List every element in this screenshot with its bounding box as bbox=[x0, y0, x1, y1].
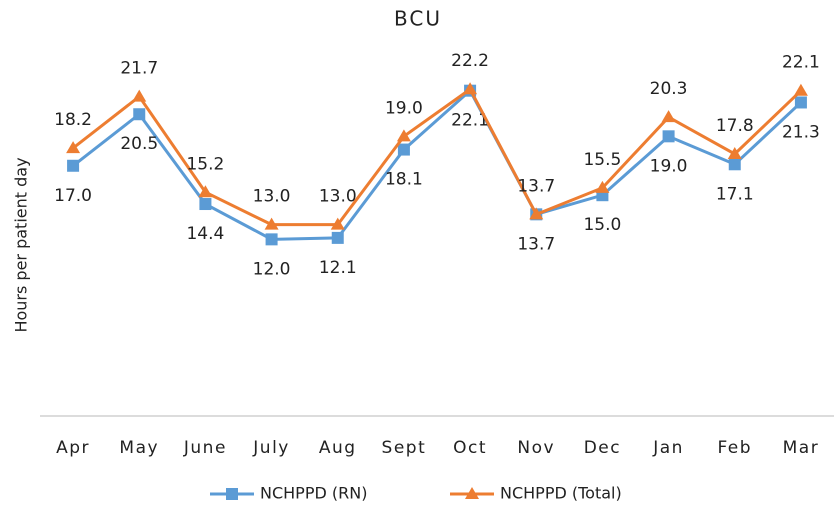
data-label: 13.0 bbox=[253, 187, 291, 207]
data-label: 13.0 bbox=[319, 187, 357, 207]
x-tick-label: Mar bbox=[783, 438, 820, 458]
y-axis-label: Hours per patient day bbox=[12, 157, 31, 332]
data-label: 20.5 bbox=[120, 134, 158, 154]
series-line bbox=[72, 88, 802, 241]
data-point bbox=[133, 108, 146, 121]
data-point bbox=[662, 130, 675, 143]
data-point bbox=[396, 129, 411, 142]
data-label: 17.1 bbox=[716, 184, 754, 204]
data-point bbox=[793, 83, 808, 96]
data-point bbox=[264, 217, 279, 230]
data-point bbox=[727, 146, 742, 159]
data-label: 17.0 bbox=[54, 186, 92, 206]
data-point bbox=[330, 217, 345, 230]
x-tick-label: Apr bbox=[56, 438, 90, 458]
series-line bbox=[72, 87, 802, 227]
data-label: 22.2 bbox=[451, 51, 489, 71]
data-point bbox=[198, 185, 213, 198]
data-label: 12.0 bbox=[253, 259, 291, 279]
x-tick-label: Dec bbox=[584, 438, 621, 458]
legend-marker bbox=[465, 487, 479, 499]
x-tick-label: May bbox=[119, 438, 159, 458]
data-label: 13.7 bbox=[517, 176, 555, 196]
data-label: 15.5 bbox=[583, 150, 621, 170]
data-point bbox=[397, 143, 410, 156]
x-tick-label: Oct bbox=[453, 438, 487, 458]
data-point bbox=[595, 180, 610, 193]
x-tick-label: June bbox=[183, 438, 227, 458]
data-point bbox=[728, 158, 741, 171]
x-tick-label: Nov bbox=[517, 438, 555, 458]
data-label: 18.2 bbox=[54, 110, 92, 130]
data-point bbox=[529, 207, 544, 220]
data-point bbox=[463, 82, 478, 95]
data-label: 14.4 bbox=[186, 224, 224, 244]
data-point bbox=[67, 159, 80, 172]
data-label: 21.7 bbox=[120, 59, 158, 79]
data-point bbox=[794, 96, 807, 109]
data-point bbox=[265, 233, 278, 246]
x-tick-label: July bbox=[252, 438, 290, 458]
data-point bbox=[199, 198, 212, 211]
data-label: 19.0 bbox=[385, 98, 423, 118]
data-label: 17.8 bbox=[716, 116, 754, 136]
data-label: 21.3 bbox=[782, 122, 820, 142]
data-label: 13.7 bbox=[517, 234, 555, 254]
data-label: 19.0 bbox=[650, 156, 688, 176]
data-label: 15.2 bbox=[186, 154, 224, 174]
data-point bbox=[331, 231, 344, 244]
legend-label: NCHPPD (Total) bbox=[500, 484, 622, 503]
data-label: 12.1 bbox=[319, 258, 357, 278]
chart-title: BCU bbox=[394, 7, 442, 31]
data-label: 22.1 bbox=[782, 53, 820, 73]
data-label: 18.1 bbox=[385, 170, 423, 190]
x-tick-label: Feb bbox=[717, 438, 752, 458]
data-label: 20.3 bbox=[650, 79, 688, 99]
data-point bbox=[661, 110, 676, 123]
data-label: 15.0 bbox=[583, 215, 621, 235]
x-tick-label: Jan bbox=[652, 438, 684, 458]
data-label: 22.1 bbox=[451, 111, 489, 131]
legend-marker bbox=[226, 488, 238, 500]
x-tick-label: Aug bbox=[319, 438, 357, 458]
data-point bbox=[66, 141, 81, 154]
x-tick-label: Sept bbox=[382, 438, 427, 458]
data-point bbox=[132, 89, 147, 102]
legend-label: NCHPPD (RN) bbox=[260, 484, 367, 503]
